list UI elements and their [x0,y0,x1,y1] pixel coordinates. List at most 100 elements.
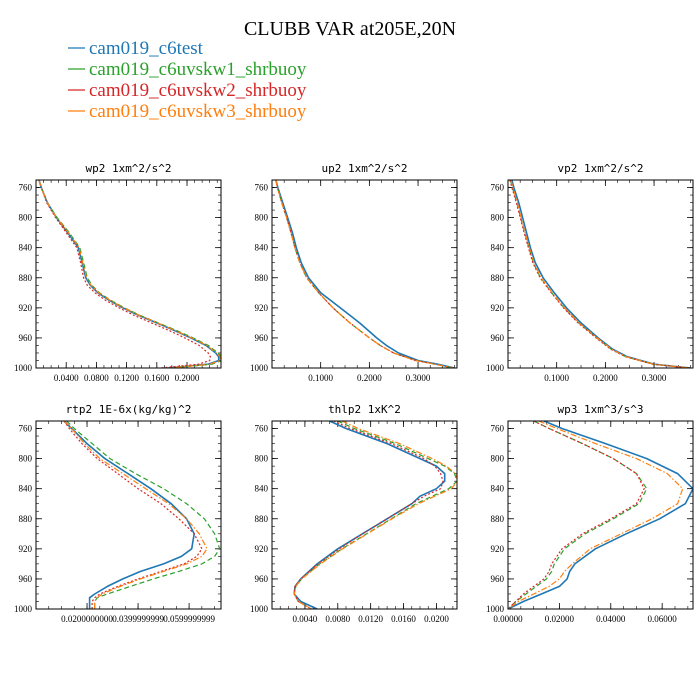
y-tick-label: 800 [491,454,505,464]
panel-5: wp3 1xm^3/s^3 760 800 840 880 920 960 10000.000… [486,403,694,624]
x-tick-label: 0.00000 [493,614,523,624]
series-line-2 [508,421,645,609]
series-line-2 [293,421,444,609]
series-line-0 [508,421,693,609]
plot-frame [507,420,694,610]
series-line-0 [38,180,220,368]
plot-frame [35,420,222,610]
series-line-1 [508,421,648,609]
x-tick-label: 0.1000 [544,373,569,383]
y-tick-label: 1000 [486,604,505,614]
series-line-3 [293,421,457,609]
series-group [63,421,221,609]
x-tick-label: 0.0200000000 [61,614,113,624]
x-tick-label: 0.0399999999 [112,614,164,624]
x-tick-label: 0.0120 [358,614,383,624]
series-line-0 [63,421,195,609]
legend-label-0: cam019_c6test [89,38,204,59]
figure-title: CLUBB VAR at205E,20N [244,18,456,40]
x-tick-label: 0.2000 [593,373,618,383]
y-tick-label: 880 [255,273,269,283]
panel-4: thlp2 1xK^2 760 800 840 880 920 960 1000 0.0040 0… [250,403,458,624]
x-tick-label: 0.0400 [54,373,79,383]
x-tick-label: 0.0080 [325,614,350,624]
y-tick-label: 760 [19,183,33,193]
panel-0: wp2 1xm^2/s^2 760 800 840 880 920 960 1000 0.040… [14,162,222,383]
y-tick-label: 880 [19,514,33,524]
y-tick-label: 920 [255,303,269,313]
y-tick-label: 760 [491,183,505,193]
panel-title: vp2 1xm^2/s^2 [557,162,643,175]
y-tick-label: 800 [19,213,33,223]
x-tick-label: 0.0599999999 [163,614,215,624]
series-group [508,421,693,609]
x-tick-label: 0.0200 [424,614,449,624]
panel-title: wp2 1xm^2/s^2 [85,162,171,175]
series-group [275,180,455,368]
y-tick-label: 840 [491,484,505,494]
series-group [509,180,691,368]
y-tick-label: 760 [255,183,269,193]
y-tick-label: 760 [491,424,505,434]
series-line-1 [66,421,221,609]
y-tick-label: 840 [491,243,505,253]
x-tick-label: 0.02000 [545,614,575,624]
y-tick-label: 1000 [14,604,33,614]
legend-label-1: cam019_c6uvskw1_shrbuoy [89,59,307,80]
x-tick-label: 0.1600 [144,373,169,383]
panel-1: up2 1xm^2/s^2 760 800 840 880 920 960 1000 0.100… [250,162,458,383]
y-tick-label: 1000 [486,363,505,373]
y-tick-label: 1000 [250,604,269,614]
x-tick-label: 0.3000 [406,373,431,383]
y-tick-label: 880 [491,273,505,283]
panel-title: wp3 1xm^3/s^3 [557,403,643,416]
y-tick-label: 800 [255,213,269,223]
series-line-3 [510,180,691,368]
y-tick-label: 920 [19,303,33,313]
x-tick-label: 0.1000 [308,373,333,383]
y-tick-label: 960 [255,333,269,343]
y-tick-label: 760 [255,424,269,434]
x-tick-label: 0.3000 [642,373,667,383]
y-tick-label: 880 [19,273,33,283]
series-line-3 [63,421,208,609]
y-tick-label: 920 [491,303,505,313]
legend-label-2: cam019_c6uvskw2_shrbuoy [89,80,307,101]
panel-title: thlp2 1xK^2 [328,403,401,416]
y-tick-label: 960 [491,574,505,584]
series-line-0 [293,421,446,609]
y-tick-label: 1000 [14,363,33,373]
plot-frame [271,420,458,610]
y-tick-label: 880 [255,514,269,524]
y-tick-label: 960 [491,333,505,343]
y-tick-label: 760 [19,424,33,434]
y-tick-label: 960 [19,574,33,584]
y-tick-label: 840 [19,243,33,253]
series-line-0 [275,180,455,368]
legend-label-3: cam019_c6uvskw3_shrbuoy [89,101,307,122]
x-tick-label: 0.2000 [357,373,382,383]
series-group [38,180,221,368]
series-line-1 [275,180,454,368]
y-tick-label: 840 [255,243,269,253]
plot-frame [271,179,458,369]
panel-2: vp2 1xm^2/s^2 760 800 840 880 920 960 1000 0.100… [486,162,694,383]
y-tick-label: 880 [491,514,505,524]
x-tick-label: 0.0800 [84,373,109,383]
plot-frame [507,179,694,369]
y-tick-label: 920 [255,544,269,554]
x-tick-label: 0.2000 [175,373,200,383]
panel-3: rtp2 1E-6x(kg/kg)^2 760 800 840 880 920 960 100… [14,403,222,624]
y-tick-label: 1000 [250,363,269,373]
y-tick-label: 960 [255,574,269,584]
y-tick-label: 920 [491,544,505,554]
series-group [293,421,457,609]
x-tick-label: 0.04000 [596,614,626,624]
x-tick-label: 0.06000 [648,614,678,624]
x-tick-label: 0.1200 [114,373,139,383]
x-tick-label: 0.0160 [391,614,416,624]
panel-title: up2 1xm^2/s^2 [321,162,407,175]
y-tick-label: 960 [19,333,33,343]
series-line-3 [275,180,454,368]
